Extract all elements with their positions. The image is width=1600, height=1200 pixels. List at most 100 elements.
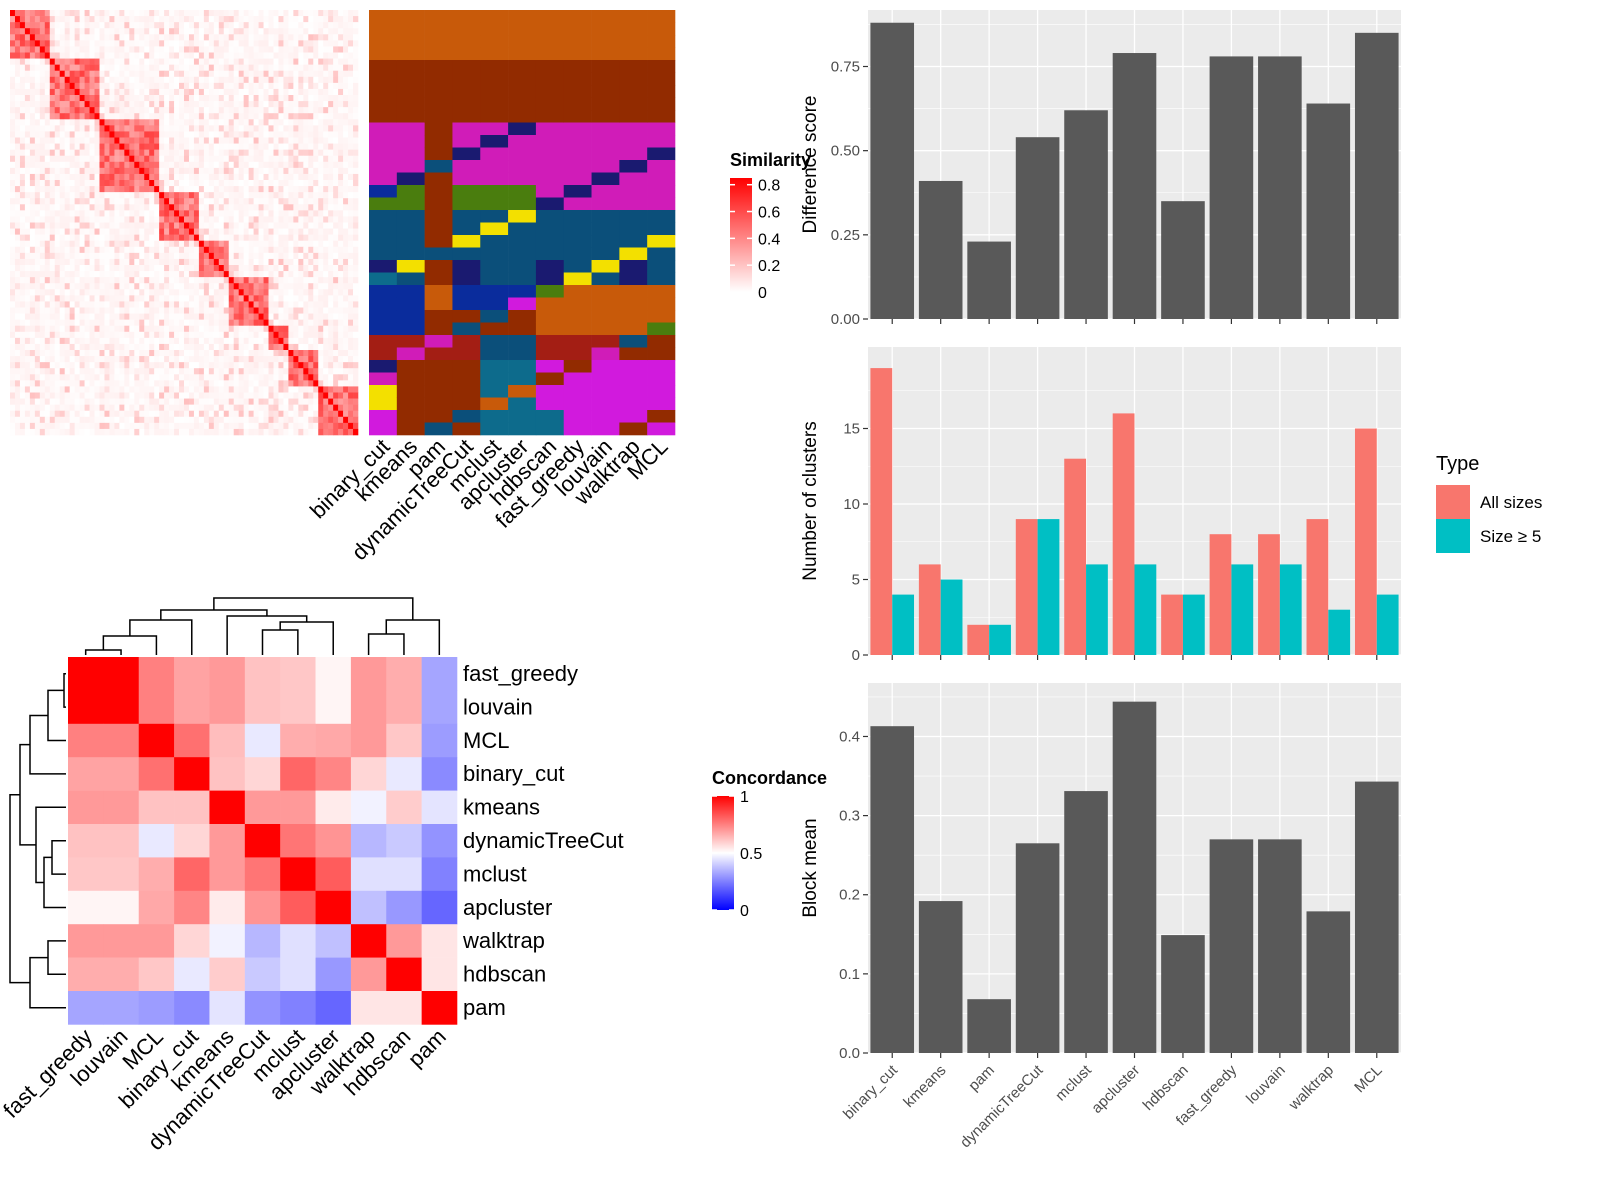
similarity-cell (59, 295, 65, 302)
similarity-cell (218, 161, 225, 169)
similarity-cell (59, 113, 65, 120)
similarity-cell (39, 325, 46, 333)
similarity-cell (253, 34, 259, 41)
similarity-cell (99, 416, 105, 424)
similarity-cell (233, 210, 239, 217)
similarity-cell (288, 34, 294, 41)
similarity-cell (193, 222, 200, 229)
similarity-cell (134, 70, 140, 78)
similarity-cell (10, 16, 16, 23)
similarity-cell (283, 374, 289, 381)
similarity-cell (218, 295, 225, 302)
similarity-cell (114, 149, 120, 157)
similarity-cell (64, 343, 70, 351)
similarity-cell (343, 252, 349, 260)
similarity-cell (34, 356, 41, 363)
similarity-cell (298, 265, 304, 272)
similarity-cell (104, 295, 110, 302)
similarity-cell (74, 283, 80, 290)
similarity-cell (164, 173, 170, 181)
similarity-cell (328, 343, 334, 351)
similarity-cell (64, 422, 70, 430)
similarity-cell (273, 410, 279, 418)
similarity-cell (139, 16, 145, 23)
similarity-cell (114, 70, 120, 78)
similarity-cell (114, 343, 120, 351)
similarity-cell (14, 101, 21, 108)
similarity-cell (184, 216, 190, 223)
similarity-cell (268, 301, 274, 308)
similarity-cell (84, 198, 90, 205)
similarity-cell (19, 380, 26, 387)
similarity-cell (258, 350, 264, 357)
similarity-cell (348, 283, 354, 290)
similarity-cell (298, 173, 304, 181)
similarity-cell (233, 301, 239, 308)
similarity-cell (233, 155, 239, 163)
similarity-cell (353, 131, 359, 138)
similarity-cell (14, 216, 21, 223)
similarity-cell (318, 210, 324, 217)
similarity-cell (248, 70, 254, 78)
similarity-cell (258, 380, 264, 387)
similarity-cell (34, 343, 41, 351)
similarity-cell (59, 380, 65, 387)
similarity-cell (203, 192, 210, 199)
similarity-cell (303, 422, 309, 430)
similarity-cell (213, 22, 220, 29)
similarity-cell (248, 368, 254, 375)
similarity-cell (313, 295, 319, 302)
similarity-cell (84, 222, 90, 229)
similarity-cell (333, 119, 339, 126)
similarity-cell (318, 246, 324, 254)
similarity-cell (208, 343, 215, 351)
similarity-cell (64, 258, 70, 266)
similarity-cell (154, 410, 160, 418)
similarity-cell (14, 404, 21, 412)
similarity-cell (24, 88, 31, 96)
similarity-cell (154, 22, 160, 29)
similarity-cell (303, 307, 309, 314)
similarity-cell (169, 119, 175, 126)
similarity-cell (10, 216, 16, 223)
similarity-cell (228, 343, 235, 351)
similarity-cell (228, 173, 235, 181)
similarity-cell (303, 119, 309, 126)
similarity-cell (54, 198, 61, 205)
similarity-cell (203, 58, 210, 65)
similarity-cell (134, 58, 140, 65)
similarity-cell (278, 161, 284, 169)
similarity-cell (134, 107, 140, 114)
similarity-cell (49, 82, 56, 90)
similarity-cell (353, 337, 359, 345)
similarity-cell (198, 143, 205, 150)
similarity-cell (10, 107, 16, 114)
similarity-cell (278, 252, 284, 260)
similarity-cell (303, 313, 309, 320)
similarity-cell (263, 88, 269, 96)
similarity-cell (238, 40, 244, 47)
similarity-cell (253, 22, 259, 29)
similarity-cell (288, 416, 294, 424)
similarity-cell (179, 198, 185, 205)
similarity-cell (298, 301, 304, 308)
similarity-cell (218, 343, 225, 351)
similarity-cell (253, 70, 259, 78)
similarity-cell (64, 325, 70, 333)
similarity-cell (208, 350, 215, 357)
similarity-cell (64, 58, 70, 65)
similarity-cell (44, 416, 51, 424)
similarity-cell (124, 173, 130, 181)
similarity-cell (119, 64, 125, 72)
similarity-cell (248, 28, 254, 35)
similarity-cell (303, 416, 309, 424)
similarity-cell (288, 350, 294, 357)
similarity-cell (174, 101, 180, 108)
similarity-cell (273, 307, 279, 314)
similarity-cell (24, 380, 31, 387)
similarity-cell (258, 192, 264, 199)
similarity-cell (39, 173, 46, 181)
similarity-cell (169, 167, 175, 175)
similarity-cell (34, 234, 41, 242)
similarity-cell (139, 64, 145, 72)
